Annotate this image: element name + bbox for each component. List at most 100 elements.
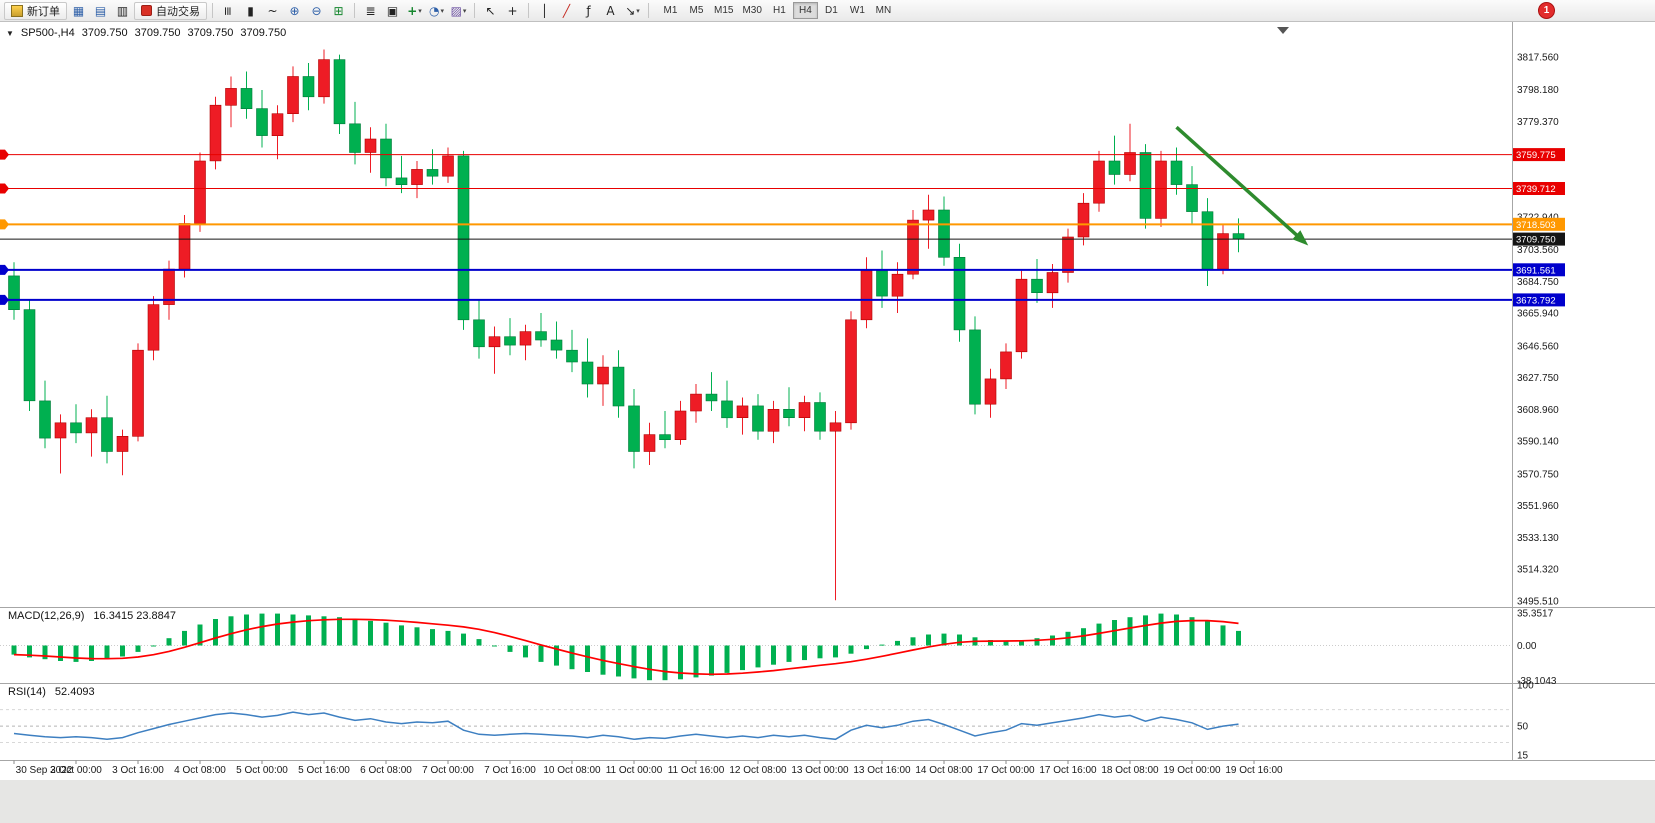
dropdown-caret-icon: ▾ (462, 6, 467, 15)
timeframe-button-h4[interactable]: H4 (792, 2, 818, 19)
candle (1015, 278, 1028, 353)
crosshair-icon: + (507, 3, 518, 18)
data-window-button[interactable]: ▣ (382, 2, 403, 20)
macd-histogram-bar (430, 629, 435, 646)
time-axis-label: 3 Oct 00:00 (50, 765, 102, 776)
line-chart-button[interactable]: ~ (262, 2, 283, 20)
macd-values: 16.3415 23.8847 (93, 610, 177, 622)
chart-shift-icon[interactable] (1277, 27, 1289, 34)
macd-histogram-bar (1112, 620, 1117, 646)
macd-histogram-bar (507, 645, 513, 652)
timeframe-button-d1[interactable]: D1 (819, 2, 844, 19)
terminal-button[interactable]: ▥ (112, 2, 133, 20)
candle (643, 434, 656, 452)
price-axis-label: 3646.560 (1517, 341, 1559, 352)
ohlc-close: 3709.750 (240, 27, 287, 39)
periods-button[interactable]: ◔ ▾ (426, 2, 447, 20)
price-axis-label: 3665.940 (1517, 309, 1559, 320)
trendline-button[interactable]: ╱ (556, 2, 577, 20)
candle (891, 273, 904, 297)
zoom-out-icon: ⊖ (311, 3, 322, 18)
timeframe-button-m30[interactable]: M30 (738, 2, 765, 19)
candle (798, 402, 811, 418)
macd-axis-label: 0.00 (1517, 641, 1537, 652)
new-order-button[interactable]: 新订单 (4, 1, 67, 20)
candle (442, 155, 454, 177)
candle (767, 408, 780, 432)
macd-histogram-bar (58, 645, 63, 661)
macd-histogram-bar (1081, 628, 1086, 646)
candle (752, 405, 764, 432)
level-left-marker (0, 183, 9, 194)
timeframe-button-w1[interactable]: W1 (845, 2, 870, 19)
tile-windows-button[interactable]: ⊞ (328, 2, 349, 20)
arrows-tool-button[interactable]: ↘ ▾ (622, 2, 643, 20)
timeframe-button-h1[interactable]: H1 (767, 2, 792, 19)
macd-histogram-bar (352, 619, 358, 646)
price-axis-label: 3703.560 (1517, 245, 1559, 256)
macd-histogram-bar (182, 630, 187, 646)
chart-canvas[interactable]: 3817.5603798.1803779.3703722.9403703.560… (0, 22, 1655, 823)
zoom-in-button[interactable]: ⊕ (284, 2, 305, 20)
macd-histogram-bar (662, 645, 668, 681)
dropdown-caret-icon: ▾ (636, 6, 640, 15)
chart-plot-area[interactable] (0, 22, 1512, 607)
macd-histogram-bar (275, 613, 280, 646)
charts-button[interactable]: ▦ (68, 2, 89, 20)
macd-histogram-bar (554, 645, 559, 666)
candlestick-icon: ▮ (247, 3, 254, 18)
candle (705, 393, 718, 402)
trend-arrow-line[interactable] (1175, 125, 1302, 241)
line-chart-icon: ~ (267, 3, 278, 18)
notification-badge[interactable]: 1 (1538, 2, 1555, 19)
zoom-in-icon: ⊕ (289, 3, 300, 18)
candle (504, 336, 516, 346)
macd-histogram-bar (73, 645, 79, 662)
price-axis-label: 3779.370 (1517, 117, 1559, 128)
macd-signal-line (13, 618, 1239, 676)
chart-expand-icon[interactable]: ▼ (6, 28, 14, 38)
profiles-button[interactable]: ▤ (90, 2, 111, 20)
time-axis-label: 30 Sep 2022 (16, 765, 73, 776)
time-axis-label: 17 Oct 00:00 (977, 765, 1035, 776)
price-badge-label: 3718.503 (1516, 220, 1556, 231)
macd-histogram-bar (1189, 617, 1195, 646)
templates-button[interactable]: ▨ ▾ (448, 2, 469, 20)
candle (473, 319, 485, 348)
crosshair-button[interactable]: + (502, 2, 523, 20)
candle (984, 378, 997, 405)
macd-histogram-bar (27, 645, 32, 658)
candle (1170, 160, 1183, 185)
timeframe-button-m1[interactable]: M1 (658, 2, 683, 19)
macd-histogram-bar (368, 620, 373, 646)
timeframe-button-m5[interactable]: M5 (684, 2, 709, 19)
zoom-out-button[interactable]: ⊖ (306, 2, 327, 20)
level-left-marker (0, 219, 9, 230)
toolbar-separator (212, 3, 213, 18)
candle (736, 405, 749, 418)
timeframe-button-mn[interactable]: MN (871, 2, 896, 19)
trend-arrow-head[interactable] (1292, 230, 1309, 246)
macd-histogram-bar (290, 614, 296, 646)
indicators-list-button[interactable]: ≣ (360, 2, 381, 20)
vertical-line-button[interactable]: │ (534, 2, 555, 20)
price-badge (1513, 148, 1565, 162)
candle (1077, 202, 1090, 238)
candle (938, 209, 950, 258)
timeframe-button-m15[interactable]: M15 (710, 2, 737, 19)
fibonacci-button[interactable]: ƒ (578, 2, 599, 20)
level-left-marker (0, 264, 9, 275)
cursor-button[interactable]: ↖ (480, 2, 501, 20)
autotrading-button[interactable]: 自动交易 (134, 1, 207, 20)
timeframe-toolbar: M1 M5 M15 M30 H1 H4 D1 W1 MN (658, 2, 896, 19)
text-tool-button[interactable]: A (600, 2, 621, 20)
chart-title: SP500-,H4 (20, 27, 75, 39)
add-indicator-button[interactable]: + ▾ (404, 2, 425, 20)
price-badge-label: 3691.561 (1516, 265, 1556, 276)
macd-histogram-bar (848, 645, 854, 654)
bar-chart-button[interactable]: ≡ (218, 2, 239, 20)
candlestick-button[interactable]: ▮ (240, 2, 261, 20)
time-axis-label: 14 Oct 08:00 (915, 765, 973, 776)
candle (721, 400, 733, 419)
candle (1062, 236, 1074, 273)
